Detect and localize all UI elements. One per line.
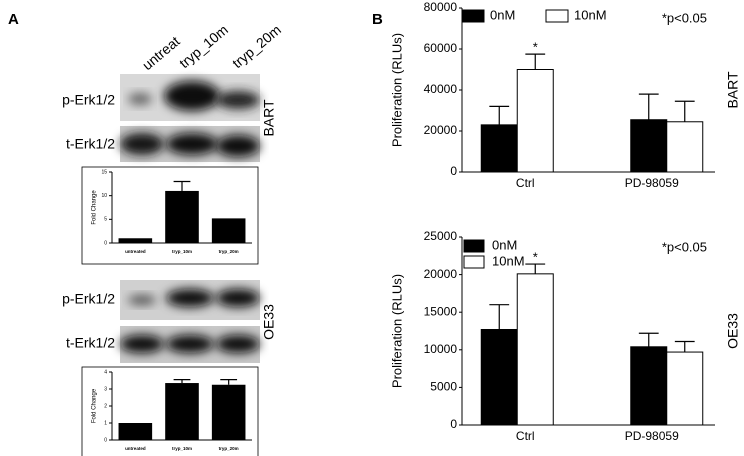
y-tick-label: 40000 bbox=[424, 82, 458, 96]
blot-row-label: p-Erk1/2 bbox=[62, 92, 115, 108]
legend-swatch bbox=[461, 9, 485, 23]
bar bbox=[516, 69, 554, 173]
y-tick-label: 3 bbox=[104, 386, 107, 392]
bar bbox=[630, 119, 668, 173]
bar bbox=[666, 351, 704, 426]
chart-frame bbox=[81, 366, 259, 456]
note: *p<0.05 bbox=[662, 10, 707, 25]
blot-row-label: t-Erk1/2 bbox=[66, 136, 115, 152]
x-tick-label: PD-98059 bbox=[625, 176, 679, 190]
side-label: BART bbox=[725, 71, 741, 109]
blot bbox=[120, 74, 260, 162]
x-tick-label: tryp_10m bbox=[172, 446, 192, 451]
x-tick-label: tryp_20m bbox=[219, 446, 239, 451]
bar bbox=[666, 121, 704, 173]
x-tick-label: tryp_20m bbox=[219, 249, 239, 254]
y-tick-label: 20000 bbox=[424, 267, 458, 281]
y-tick-label: 20000 bbox=[424, 123, 458, 137]
bar bbox=[165, 383, 199, 440]
legend-swatch bbox=[463, 255, 485, 269]
x-tick-label: untreated bbox=[125, 446, 146, 451]
bar bbox=[480, 328, 518, 426]
lane-label: untreat bbox=[139, 33, 183, 73]
legend-swatch bbox=[545, 9, 569, 23]
y-tick-label: 0 bbox=[450, 164, 457, 178]
y-tick-label: 2 bbox=[104, 403, 107, 409]
x-tick-label: tryp_10m bbox=[172, 249, 192, 254]
legend-label: 10nM bbox=[574, 7, 607, 22]
y-axis-label: Fold Change bbox=[92, 190, 98, 225]
x-tick-label: untreated bbox=[125, 249, 146, 254]
y-axis-label: Fold Change bbox=[92, 388, 98, 423]
legend-label: 0nM bbox=[492, 237, 517, 252]
y-tick-label: 0 bbox=[104, 240, 107, 246]
y-tick-label: 25000 bbox=[424, 229, 458, 243]
note: *p<0.05 bbox=[662, 239, 707, 254]
significance-marker: * bbox=[533, 40, 538, 55]
significance-marker: * bbox=[533, 250, 538, 265]
cell-line-label: BART bbox=[261, 99, 277, 137]
y-tick-label: 5 bbox=[104, 217, 107, 223]
y-tick-label: 5000 bbox=[430, 380, 457, 394]
bar bbox=[118, 238, 153, 243]
x-tick-label: PD-98059 bbox=[625, 429, 679, 443]
y-tick-label: 15 bbox=[101, 169, 107, 175]
x-tick-label: Ctrl bbox=[516, 429, 535, 443]
y-tick-label: 80000 bbox=[424, 0, 458, 14]
panel-label: B bbox=[372, 11, 383, 28]
blot-row-label: p-Erk1/2 bbox=[62, 291, 115, 307]
bar bbox=[165, 190, 199, 243]
y-tick-label: 1 bbox=[104, 420, 107, 426]
bar bbox=[211, 218, 246, 243]
y-tick-label: 0 bbox=[450, 417, 457, 431]
y-tick-label: 10 bbox=[101, 193, 107, 199]
y-tick-label: 15000 bbox=[424, 304, 458, 318]
bar bbox=[211, 384, 246, 440]
blot-row-label: t-Erk1/2 bbox=[66, 335, 115, 351]
cell-line-label: OE33 bbox=[261, 304, 277, 340]
y-tick-label: 0 bbox=[104, 437, 107, 443]
lane-label: tryp_10m bbox=[176, 21, 231, 71]
bar bbox=[630, 346, 668, 426]
bar bbox=[480, 124, 518, 173]
side-label: OE33 bbox=[725, 313, 741, 349]
y-tick-label: 60000 bbox=[424, 41, 458, 55]
y-tick-label: 10000 bbox=[424, 342, 458, 356]
y-axis-label: Proliferation (RLUs) bbox=[389, 33, 404, 147]
panel-label: A bbox=[8, 11, 19, 28]
x-tick-label: Ctrl bbox=[516, 176, 535, 190]
y-tick-label: 4 bbox=[104, 369, 107, 375]
bar bbox=[118, 423, 153, 440]
chart-frame bbox=[81, 166, 259, 265]
legend-swatch bbox=[463, 239, 485, 253]
lane-label: tryp_20m bbox=[229, 21, 284, 71]
bar bbox=[516, 273, 554, 426]
blot bbox=[120, 280, 260, 363]
legend-label: 0nM bbox=[490, 7, 515, 22]
legend-label: 10nM bbox=[492, 253, 525, 268]
y-axis-label: Proliferation (RLUs) bbox=[389, 274, 404, 388]
